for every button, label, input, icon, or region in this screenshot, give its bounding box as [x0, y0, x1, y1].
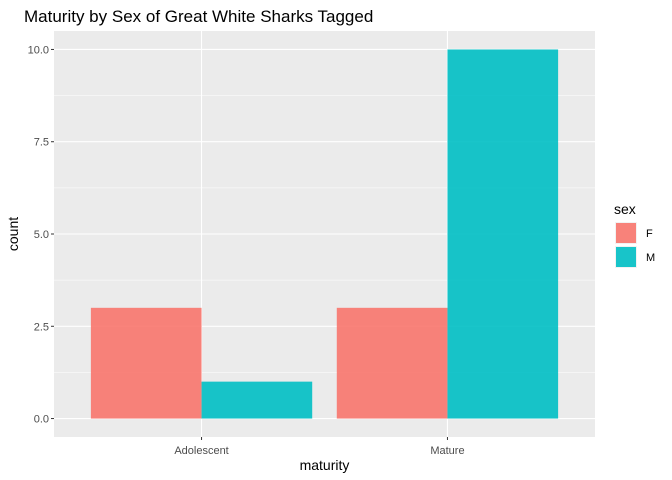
bar-adolescent-f [90, 307, 202, 419]
bar-mature-f [336, 307, 448, 419]
y-tick-label: 0.0 [34, 414, 49, 426]
bars [90, 49, 559, 419]
y-tick-label: 10.0 [28, 44, 49, 56]
legend-label-f: F [646, 228, 653, 240]
legend-swatch-m [616, 247, 636, 267]
legend: sex FM [614, 201, 655, 268]
legend-title: sex [614, 201, 636, 217]
x-axis-title: maturity [300, 457, 350, 473]
x-tick-label: Mature [430, 445, 464, 457]
y-axis-ticks: 0.0 2.5 5.0 7.5 10.0 [28, 44, 54, 426]
bar-mature-m [447, 49, 559, 419]
y-tick-label: 2.5 [34, 321, 49, 333]
legend-label-m: M [646, 252, 655, 264]
y-tick-label: 5.0 [34, 229, 49, 241]
x-tick-label: Adolescent [174, 445, 228, 457]
bar-adolescent-m [201, 381, 313, 419]
chart-title: Maturity by Sex of Great White Sharks Ta… [24, 7, 373, 26]
x-axis-ticks: Adolescent Mature [174, 437, 465, 457]
y-tick-label: 7.5 [34, 137, 49, 149]
y-axis-title: count [5, 217, 21, 251]
legend-swatch-f [616, 223, 636, 243]
